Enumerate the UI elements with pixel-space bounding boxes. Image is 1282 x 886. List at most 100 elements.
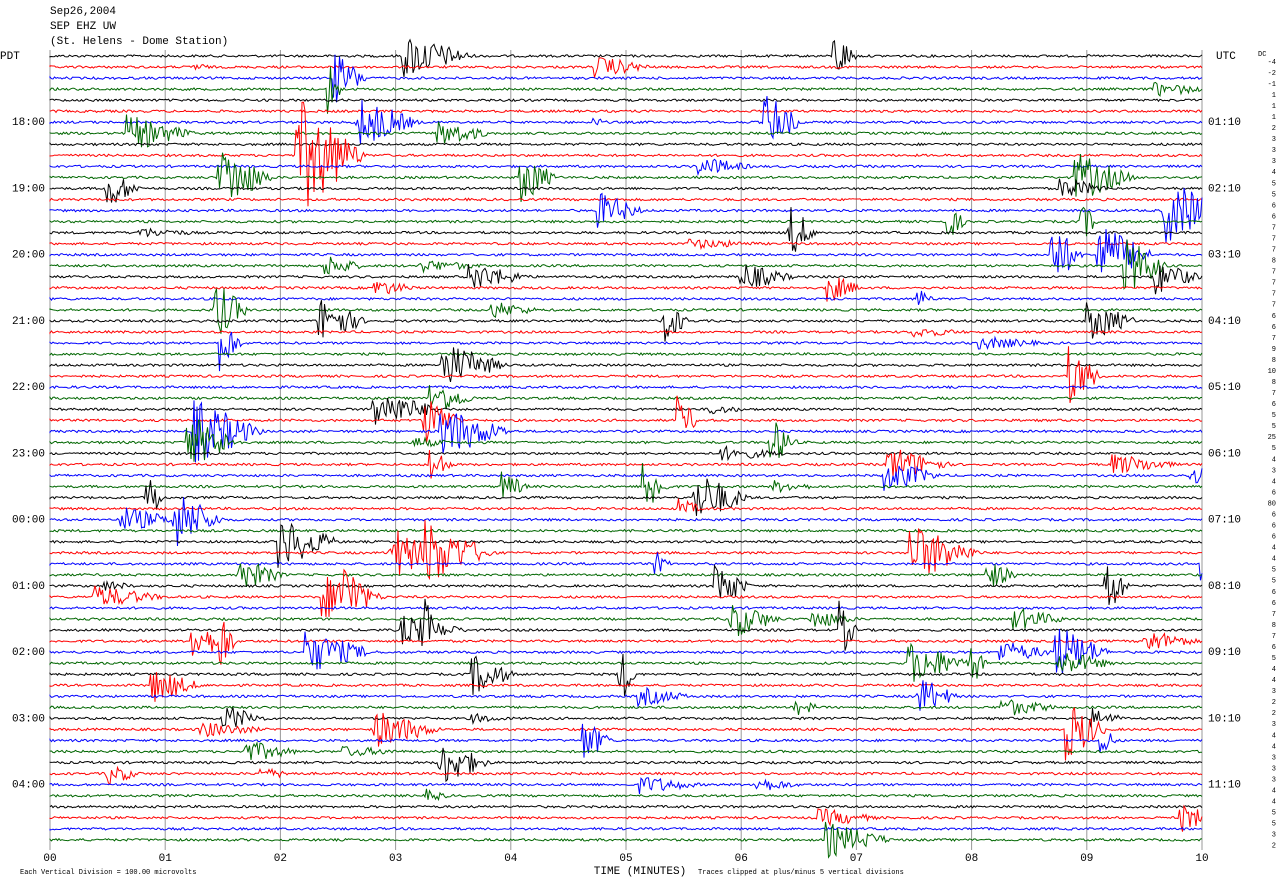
dc-offset: 7: [1272, 224, 1276, 232]
trace: [49, 522, 1203, 568]
trace: [49, 98, 1203, 103]
left-hour-label: 02:00: [12, 647, 45, 659]
dc-offset: 6: [1272, 534, 1276, 542]
trace: [49, 449, 1203, 479]
trace: [49, 707, 1203, 761]
right-hour-label: 09:10: [1208, 647, 1241, 659]
trace: [49, 765, 1203, 786]
dc-offset: 5: [1272, 412, 1276, 420]
dc-offset: 5: [1272, 821, 1276, 829]
trace: [49, 400, 1203, 463]
trace: [49, 628, 1203, 674]
trace: [49, 826, 1203, 831]
x-tick-label: 03: [389, 853, 402, 865]
right-hour-label: 08:10: [1208, 581, 1241, 593]
x-tick-label: 08: [965, 853, 978, 865]
dc-offset: 6: [1272, 511, 1276, 519]
trace: [49, 653, 1203, 696]
dc-offset: 5: [1272, 655, 1276, 663]
dc-offset: 25: [1268, 434, 1276, 442]
dc-offset: 3: [1272, 832, 1276, 840]
dc-offset: 4: [1272, 556, 1276, 564]
trace: [49, 329, 1203, 338]
header-date: Sep26,2004: [50, 6, 116, 18]
dc-offset: 7: [1272, 335, 1276, 343]
dc-offset: -4: [1268, 59, 1276, 67]
dc-offset: 6: [1272, 589, 1276, 597]
dc-offset: 6: [1272, 644, 1276, 652]
trace: [49, 519, 1202, 581]
left-hour-label: 22:00: [12, 382, 45, 394]
right-hour-label: 10:10: [1208, 713, 1241, 725]
trace: [49, 777, 1203, 795]
x-tick-label: 06: [735, 853, 748, 865]
header-station: SEP EHZ UW: [50, 21, 116, 33]
trace: [49, 385, 1203, 410]
dc-offset: 4: [1272, 799, 1276, 807]
dc-offset: 80: [1268, 500, 1276, 508]
dc-offset: -1: [1268, 81, 1276, 89]
trace: [49, 788, 1203, 802]
trace: [49, 114, 1203, 148]
dc-offset: 6: [1272, 523, 1276, 531]
trace: [49, 419, 1203, 462]
dc-offset: 3: [1272, 467, 1276, 475]
header-location: (St. Helens - Dome Station): [50, 36, 228, 48]
x-tick-label: 05: [619, 853, 632, 865]
trace: [49, 96, 1203, 145]
dc-offset: 6: [1272, 313, 1276, 321]
dc-offset: 7: [1272, 280, 1276, 288]
trace: [49, 352, 1203, 357]
dc-offset: 5: [1272, 180, 1276, 188]
dc-offset: 5: [1272, 191, 1276, 199]
left-hour-label: 23:00: [12, 448, 45, 460]
trace: [49, 178, 1203, 203]
dc-offset: 5: [1272, 423, 1276, 431]
dc-offset: 10: [1268, 368, 1276, 376]
dc-offset: 6: [1272, 213, 1276, 221]
dc-offset: 4: [1272, 787, 1276, 795]
dc-offset: 2: [1272, 843, 1276, 851]
x-tick-label: 07: [850, 853, 863, 865]
trace: [49, 497, 1203, 547]
trace: [49, 747, 1203, 783]
left-hour-label: 04:00: [12, 780, 45, 792]
trace: [49, 300, 1203, 342]
trace: [49, 207, 1203, 252]
left-hour-label: 19:00: [12, 183, 45, 195]
trace: [49, 605, 1203, 611]
dc-offset: 9: [1272, 346, 1276, 354]
trace: [49, 680, 1203, 711]
dc-offset: 7: [1272, 269, 1276, 277]
trace: [49, 238, 1203, 251]
trace: [49, 563, 1203, 587]
x-tick-label: 10: [1195, 853, 1208, 865]
left-hour-label: 21:00: [12, 316, 45, 328]
trace: [49, 598, 1203, 651]
dc-offset: 2: [1272, 710, 1276, 718]
trace: [49, 57, 1203, 78]
trace: [49, 395, 1203, 443]
dc-offset: 7: [1272, 390, 1276, 398]
dc-offset: 3: [1272, 688, 1276, 696]
trace: [49, 723, 1203, 758]
trace: [49, 346, 1203, 403]
trace: [49, 331, 1203, 372]
trace: [49, 158, 1203, 177]
dc-offset: 5: [1272, 810, 1276, 818]
dc-offset: 4: [1272, 732, 1276, 740]
trace: [49, 740, 1203, 760]
trace: [49, 621, 1203, 665]
footer-left: Each Vertical Division = 100.00 microvol…: [20, 869, 196, 877]
trace: [49, 347, 1203, 383]
left-zone: PDT: [0, 51, 20, 63]
right-hour-label: 11:10: [1208, 780, 1241, 792]
dc-offset: 1: [1272, 92, 1276, 100]
trace: [49, 38, 1203, 78]
dc-offset: 1: [1272, 103, 1276, 111]
trace: [49, 101, 1203, 207]
dc-offset: 4: [1272, 545, 1276, 553]
dc-label: DC: [1258, 51, 1266, 59]
dc-offset: 8: [1272, 379, 1276, 387]
